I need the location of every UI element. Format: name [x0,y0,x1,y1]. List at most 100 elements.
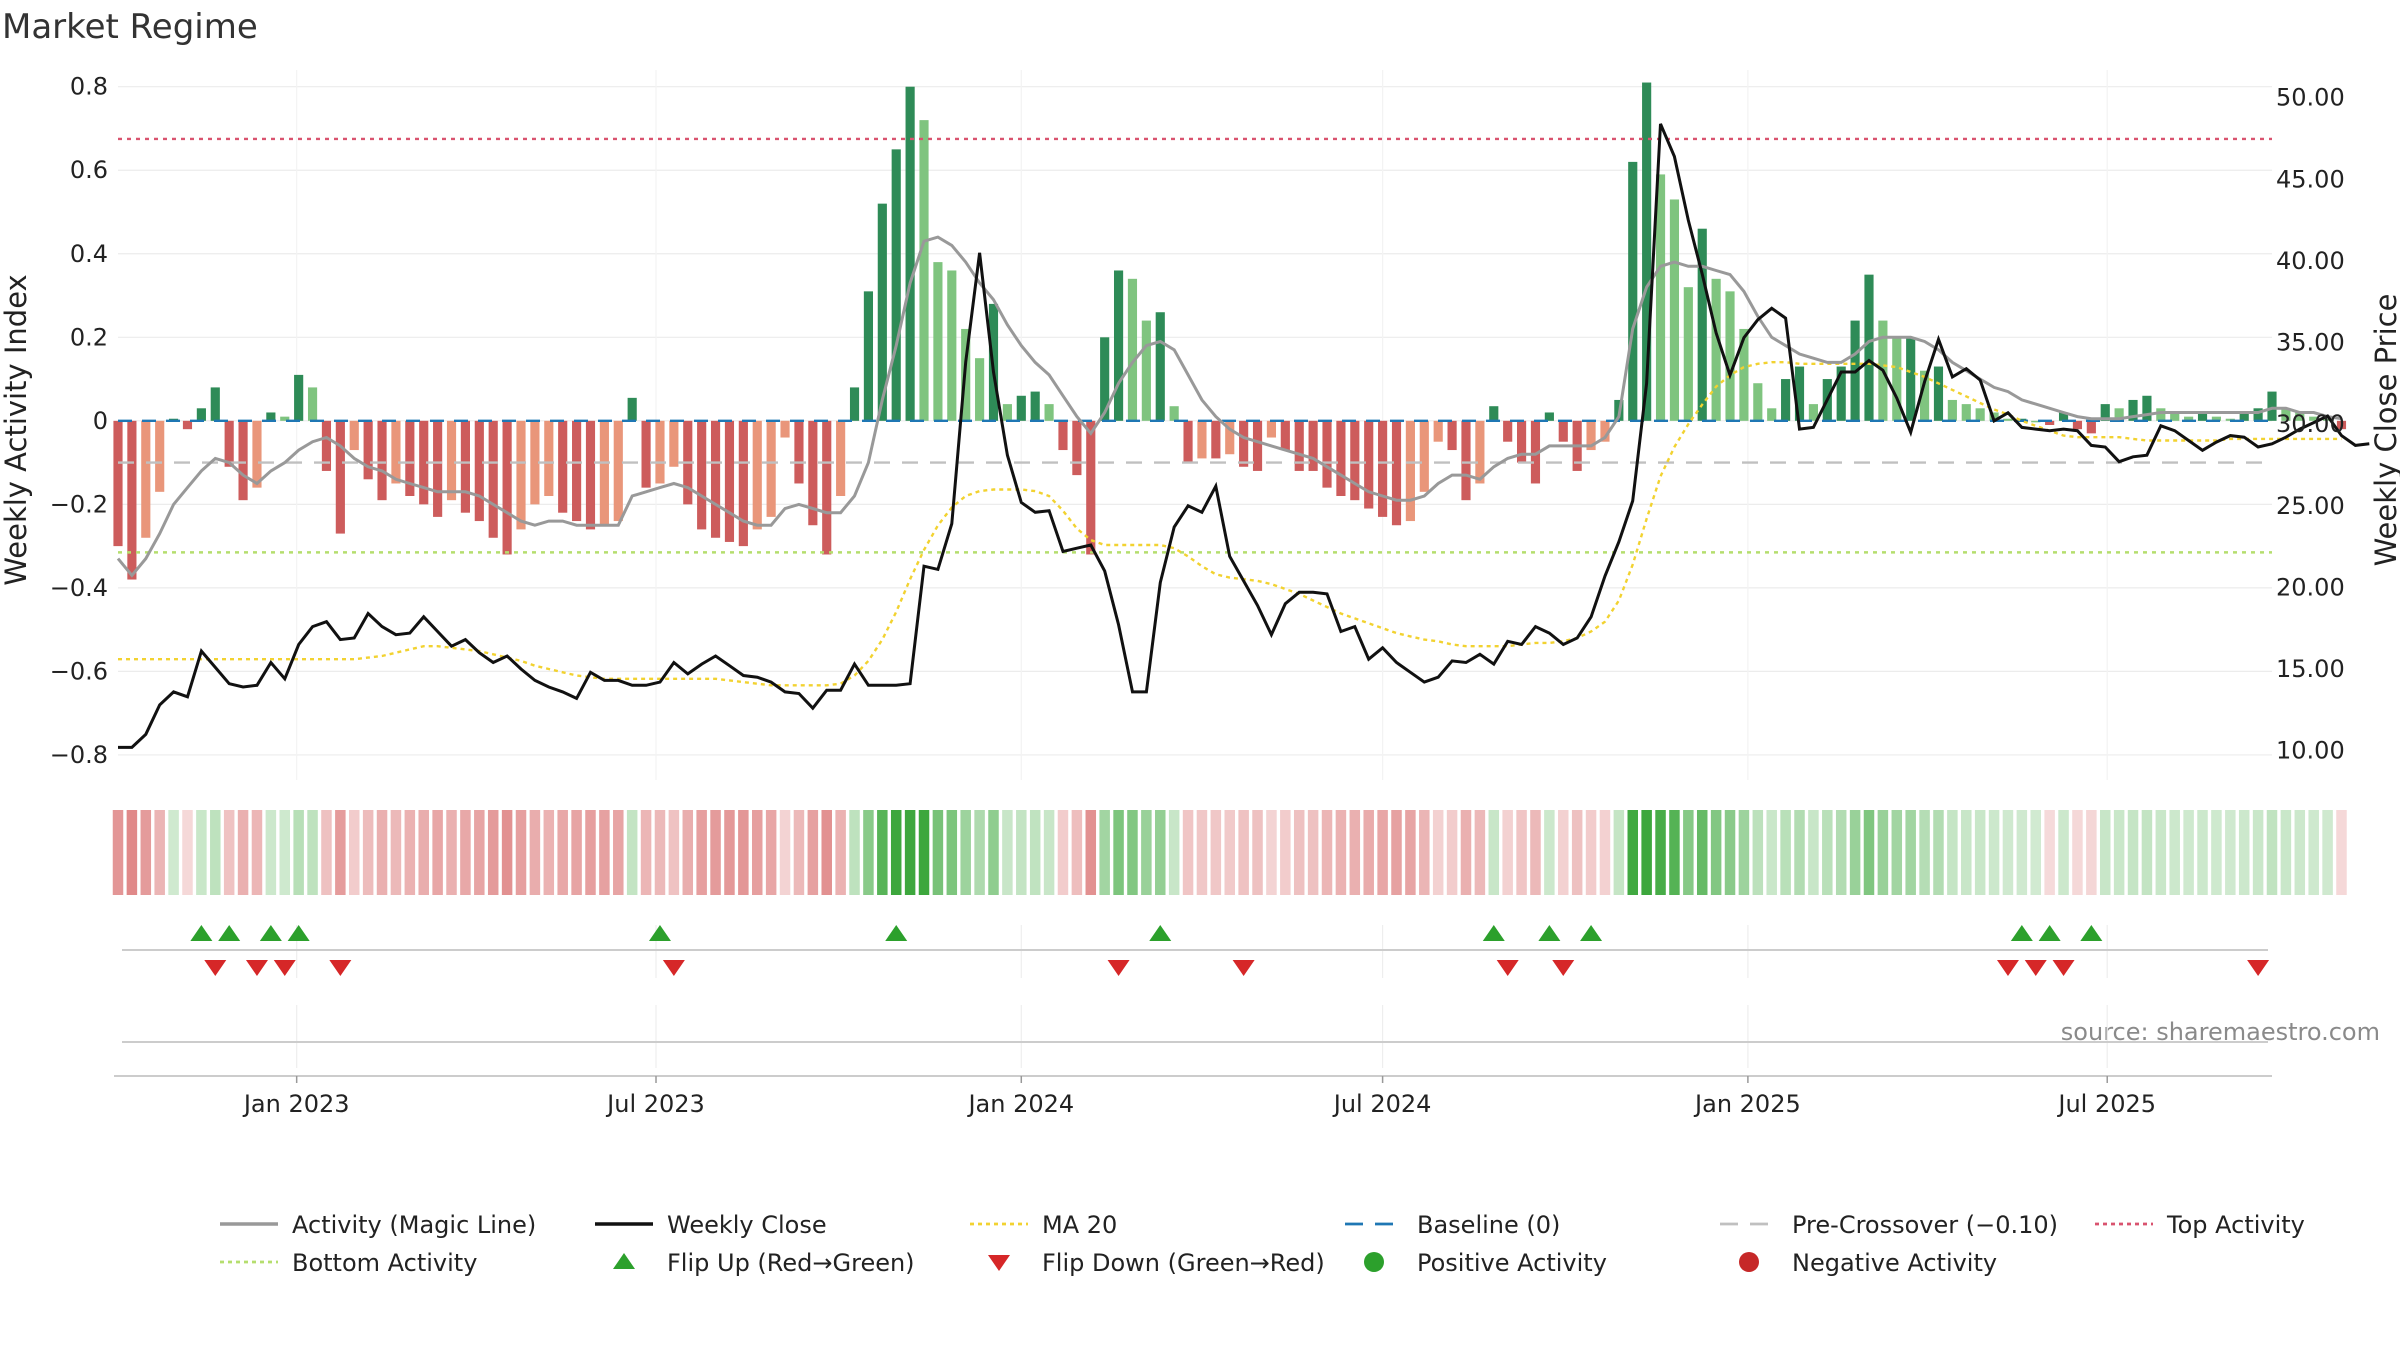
activity-bar [822,420,832,555]
regime-strip-cell [1141,810,1152,895]
regime-strip-cell [626,810,638,895]
activity-bar [877,203,887,421]
regime-strip-cell [2266,810,2278,895]
activity-bar [2184,416,2194,421]
regime-strip-cell [1724,810,1736,895]
regime-strip-cell [2016,810,2028,895]
activity-bar [1113,270,1124,421]
regime-strip-cell [654,810,666,895]
legend-label-positive: Positive Activity [1417,1249,1607,1277]
y-right-tick-label: 10.00 [2276,737,2345,765]
activity-bar [2197,412,2208,421]
regime-strip-cell [1377,810,1388,895]
regime-strip-cell [1530,810,1541,895]
regime-strip-cell [918,810,930,895]
regime-strip-cell [2086,810,2097,895]
activity-bar [836,420,846,496]
regime-strip-cell [1891,810,1903,895]
activity-bar [905,86,915,421]
regime-strip-cell [1446,810,1458,895]
activity-bar [1475,420,1485,484]
activity-bar [1794,366,1805,421]
regime-strip-cell [223,810,235,895]
regime-strip-cell [1335,810,1347,895]
flip-down-marker [245,960,268,976]
activity-bar [1753,383,1763,421]
activity-bar [1975,408,1985,421]
x-tick-label: Jul 2025 [2056,1090,2156,1118]
regime-strip-cell [376,810,388,895]
activity-bar [2239,412,2249,421]
regime-strip-cell [1808,810,1819,895]
legend-label-flipdown: Flip Down (Green→Red) [1042,1249,1325,1277]
activity-bar [2281,408,2291,421]
activity-bar [1558,420,1568,442]
activity-bar [1336,420,1346,496]
activity-bar [1781,379,1791,421]
activity-bar [1739,328,1749,421]
flip-down-marker [204,960,227,976]
activity-bar [419,420,429,505]
activity-bar [2058,412,2069,421]
activity-bar [1544,412,1554,421]
y-right-tick-label: 50.00 [2276,84,2345,112]
regime-strip-cell [779,810,791,895]
activity-bar [2253,408,2263,421]
regime-strip-cell [765,810,777,895]
regime-strip-cell [1613,810,1625,895]
y-left-tick-label: 0.2 [70,323,108,351]
activity-bar [697,420,707,530]
activity-bar [2100,404,2110,421]
regime-strip-cell [863,810,874,895]
regime-strip-cell [1766,810,1777,895]
regime-strip-cell [1919,810,1930,895]
regime-strip-cell [2113,810,2125,895]
x-tick-label: Jan 2024 [966,1090,1074,1118]
activity-bar [2003,418,2013,421]
regime-strip-cell [2141,810,2153,895]
regime-strip-cell [1113,810,1124,895]
activity-bar [1767,408,1777,421]
regime-strip [112,810,2347,895]
regime-strip-cell [1961,810,1972,895]
activity-bar [710,420,721,538]
regime-strip-cell [182,810,193,895]
regime-strip-cell [1405,810,1416,895]
activity-bar [1183,420,1193,463]
legend-label-ma20: MA 20 [1042,1211,1117,1239]
regime-strip-cell [1585,810,1597,895]
regime-strip-cell [932,810,944,895]
regime-strip-cell [1877,810,1889,895]
regime-strip-cell [1849,810,1861,895]
regime-strip-cell [1127,810,1138,895]
regime-strip-cell [265,810,277,895]
regime-strip-cell [1599,810,1611,895]
flip-down-marker [1552,960,1575,976]
activity-bar [238,420,248,501]
flip-down-marker [2247,960,2270,976]
activity-bar [1530,420,1541,484]
activity-bar [210,387,220,421]
activity-bar [307,387,318,421]
regime-strip-cell [1293,810,1305,895]
activity-bar [655,420,665,484]
flip-up-marker [259,925,282,941]
activity-bar [1030,391,1040,421]
activity-bar [266,412,276,421]
activity-bar [2114,408,2124,421]
activity-bar [502,420,512,555]
activity-bar [933,262,943,421]
regime-strip-cell [1029,810,1041,895]
regime-strip-cell [1571,810,1583,895]
regime-strip-cell [321,810,332,895]
activity-bar [1669,199,1680,421]
activity-bar [780,420,790,438]
regime-strip-cell [1085,810,1097,895]
regime-strip-cell [1738,810,1750,895]
regime-strip-cell [1099,810,1110,895]
regime-strip-cell [1780,810,1791,895]
activity-bar [460,420,470,513]
legend: Activity (Magic Line) Weekly Close MA 20 Ba… [220,1211,2305,1277]
regime-strip-cell [1016,810,1027,895]
